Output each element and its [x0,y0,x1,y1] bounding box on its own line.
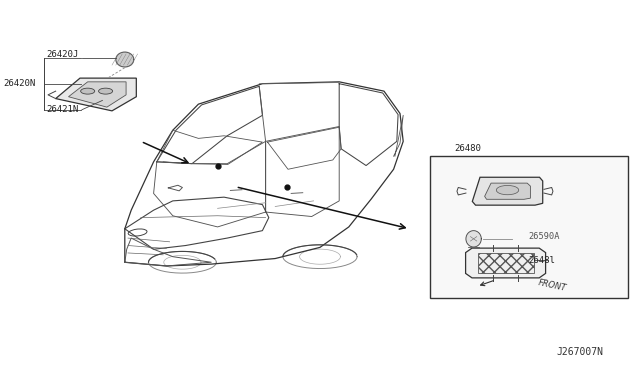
Text: J267007N: J267007N [557,347,604,357]
Polygon shape [472,177,543,205]
Polygon shape [116,52,134,67]
Text: 26590A: 26590A [529,232,560,241]
Polygon shape [68,82,126,107]
Polygon shape [466,231,481,247]
Polygon shape [56,78,136,111]
Text: 26421N: 26421N [46,105,78,114]
FancyBboxPatch shape [430,156,628,298]
Text: 26420N: 26420N [3,78,35,87]
Text: 26480: 26480 [454,144,481,153]
Text: FRONT: FRONT [538,278,568,293]
Polygon shape [484,183,531,199]
Ellipse shape [99,88,113,94]
Text: 26420J: 26420J [46,49,78,58]
Polygon shape [466,248,545,278]
Text: 2648l: 2648l [528,256,555,264]
Ellipse shape [497,185,519,195]
Ellipse shape [81,88,95,94]
